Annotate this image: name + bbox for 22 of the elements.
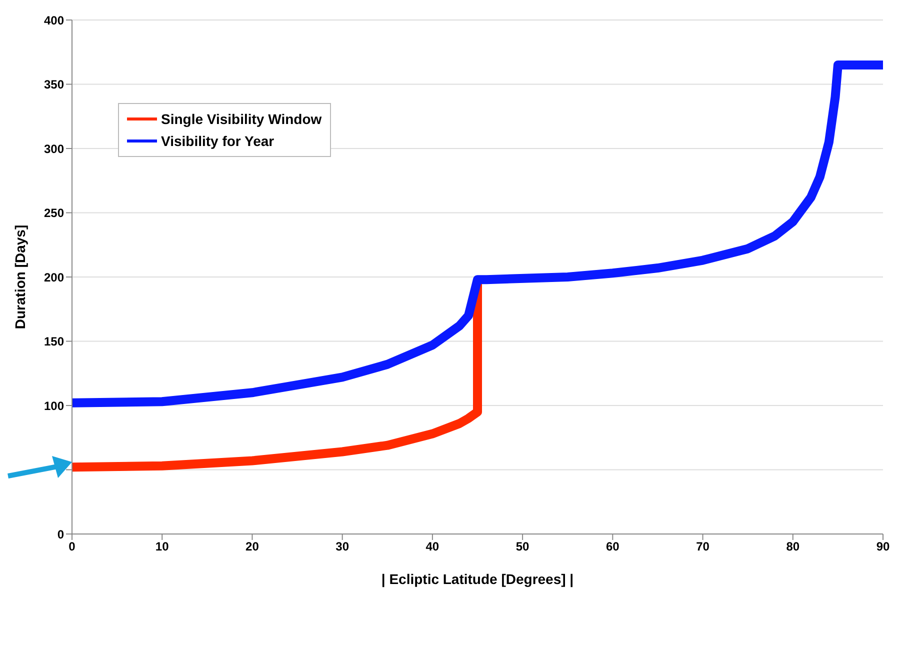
x-tick-label: 60 (606, 540, 620, 554)
y-tick-label: 400 (44, 13, 64, 28)
legend-label: Visibility for Year (161, 133, 274, 149)
y-axis-title: Duration [Days] (12, 224, 28, 330)
y-tick-label: 300 (44, 142, 64, 156)
x-tick-label: 90 (876, 540, 890, 554)
y-tick-label: 350 (44, 78, 64, 92)
x-tick-label: 40 (426, 540, 440, 554)
y-tick-label: 0 (57, 527, 64, 542)
y-tick-label: 150 (44, 334, 64, 349)
x-tick-label: 50 (516, 540, 530, 554)
x-tick-label: 20 (246, 540, 260, 554)
x-tick-label: 80 (786, 540, 800, 554)
y-tick-label: 250 (44, 206, 64, 220)
x-tick-label: 0 (68, 540, 76, 554)
x-axis-title: | Ecliptic Latitude [Degrees] | (381, 571, 574, 588)
legend-label: Single Visibility Window (161, 111, 322, 127)
x-tick-label: 70 (696, 540, 710, 554)
x-tick-label: 10 (155, 540, 170, 554)
y-tick-label: 200 (44, 270, 64, 284)
x-tick-label: 30 (336, 540, 350, 554)
y-tick-label: 100 (44, 398, 64, 413)
